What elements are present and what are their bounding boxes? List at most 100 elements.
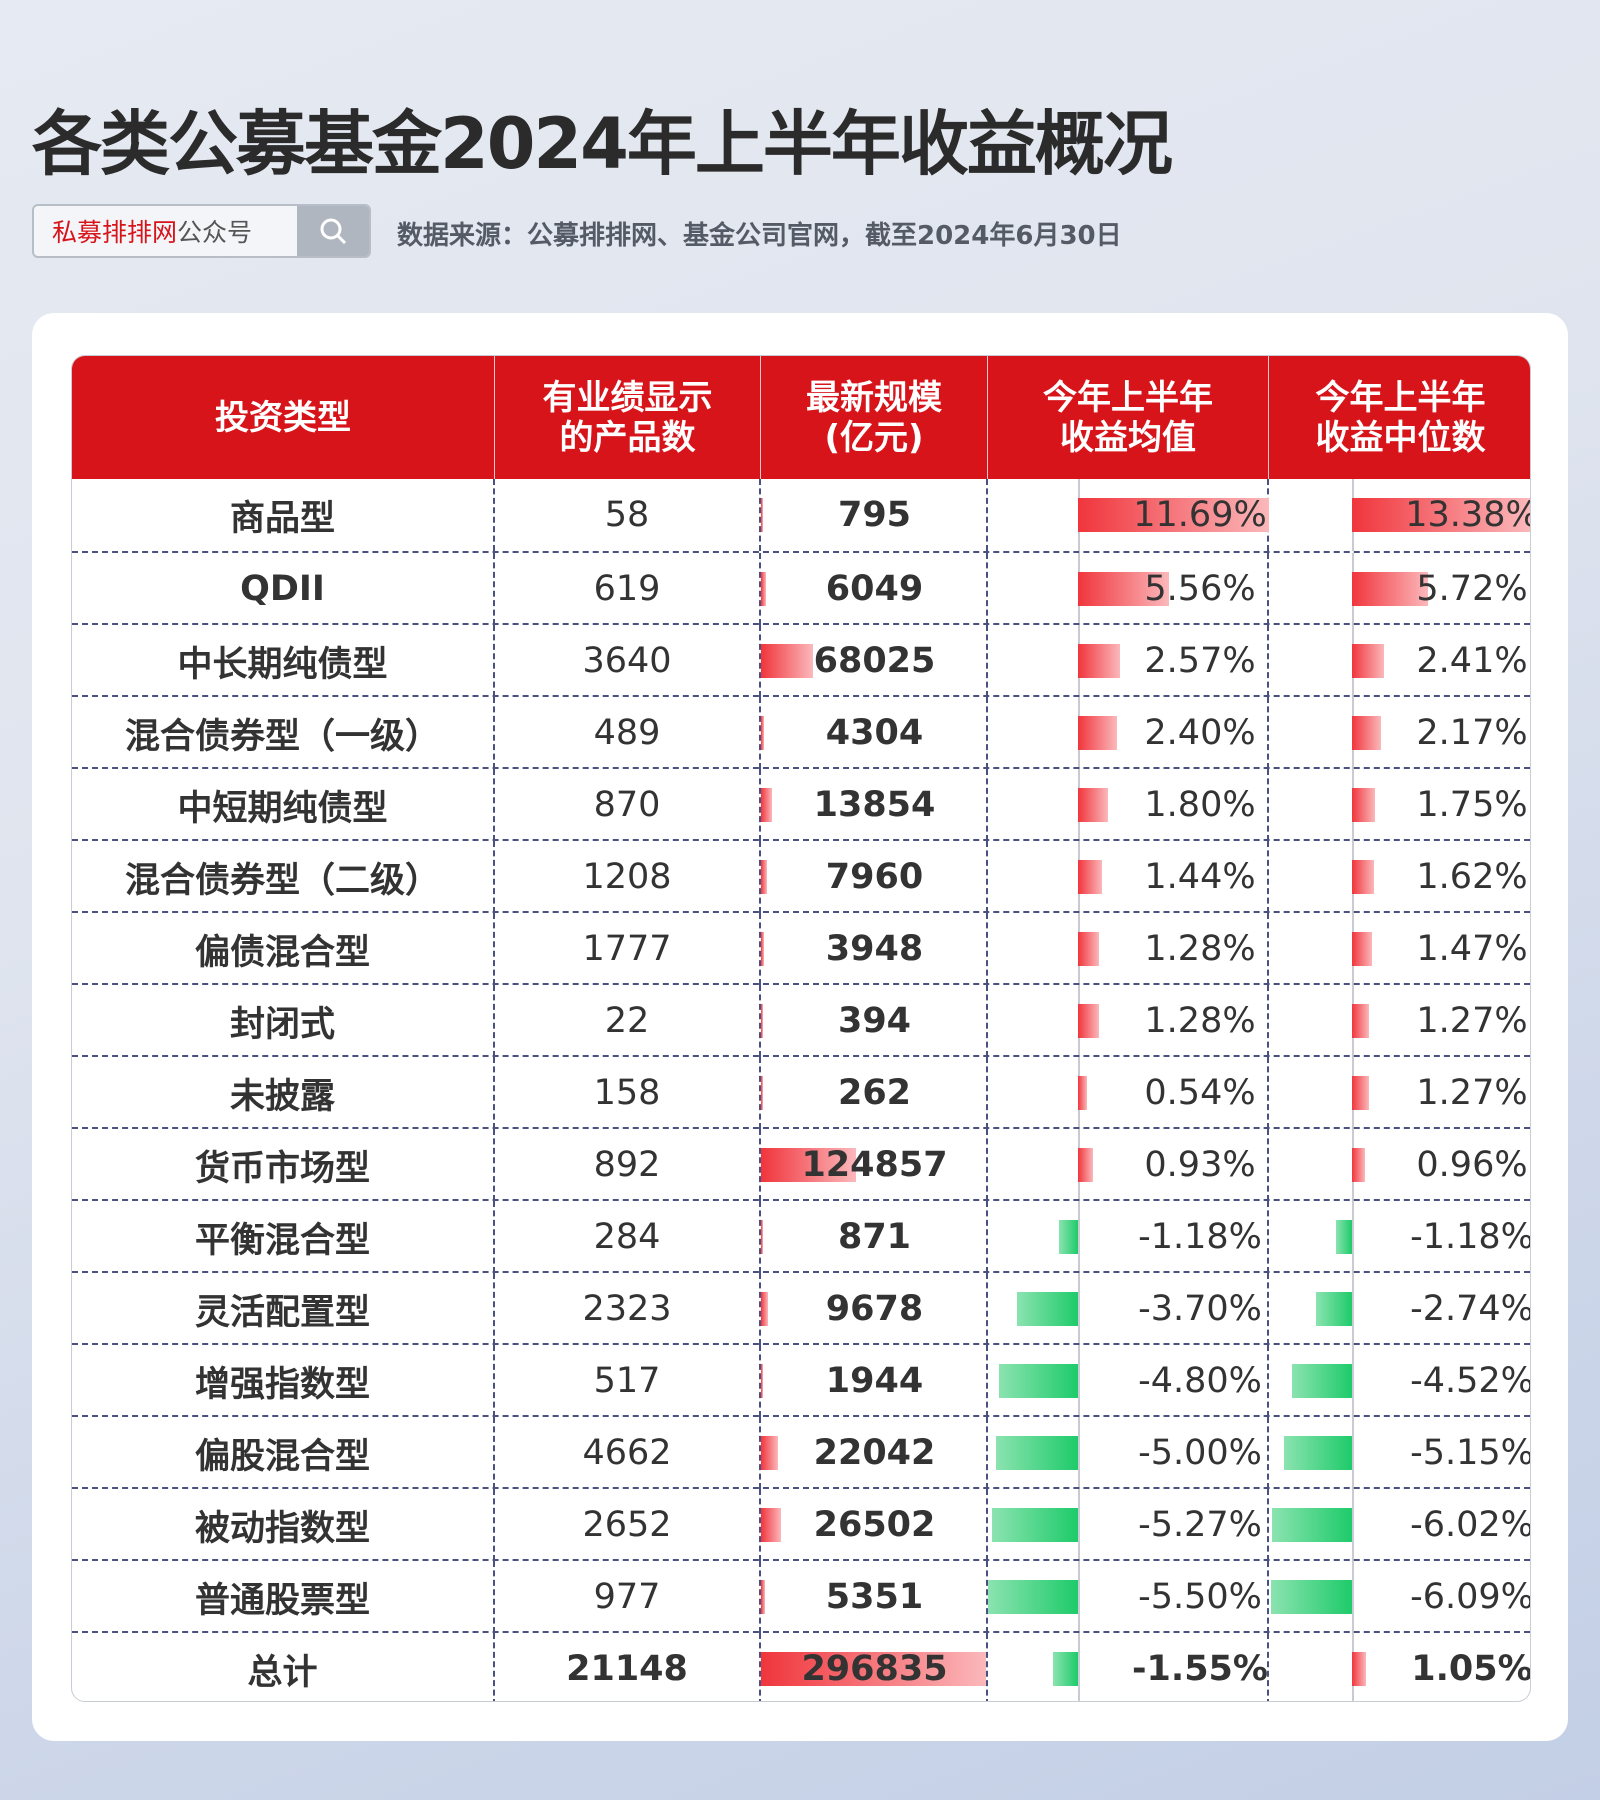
cell-median: 0.96% <box>1416 1145 1528 1185</box>
cell-count: 1208 <box>495 841 761 913</box>
cell-count: 517 <box>495 1345 761 1417</box>
cell-median: 13.38% <box>1405 495 1531 535</box>
scale-bar <box>761 788 772 822</box>
search-input[interactable]: 私募排排网 公众号 <box>34 206 297 256</box>
median-bar <box>1352 1652 1366 1686</box>
cell-type: 未披露 <box>72 1057 495 1129</box>
cell-scale: 262 <box>837 1073 912 1113</box>
scale-bar <box>761 1292 769 1326</box>
table-row: 增强指数型 517 1944 -4.80% -4.52% <box>72 1343 1531 1417</box>
fund-table: 投资类型 有业绩显示 的产品数 最新规模 (亿元) 今年上半年 收益均值 今年上半年 收… <box>71 355 1531 1702</box>
table-row: 封闭式 22 394 1.28% 1.27% <box>72 983 1530 1057</box>
cell-median: 1.27% <box>1416 1073 1528 1113</box>
cell-type: 偏股混合型 <box>72 1417 495 1489</box>
median-bar <box>1315 1292 1352 1326</box>
cell-mean: -5.00% <box>1138 1433 1262 1473</box>
table-row: 货币市场型 892 124857 0.93% 0.96% <box>72 1127 1530 1201</box>
median-bar <box>1352 1076 1369 1110</box>
median-bar <box>1283 1436 1352 1470</box>
cell-scale: 795 <box>837 495 912 535</box>
axis-line <box>1078 1201 1080 1273</box>
cell-scale: 124857 <box>801 1145 948 1185</box>
cell-mean: -3.70% <box>1138 1289 1262 1329</box>
mean-bar <box>1078 498 1269 532</box>
cell-mean: -1.18% <box>1138 1217 1262 1257</box>
mean-bar <box>1078 860 1102 894</box>
cell-type: 商品型 <box>72 479 495 551</box>
search-button[interactable] <box>297 206 369 256</box>
cell-mean: 11.69% <box>1133 495 1267 535</box>
scale-bar <box>761 1580 766 1614</box>
axis-line <box>1078 1345 1080 1417</box>
mean-bar <box>1078 1076 1087 1110</box>
cell-count: 3640 <box>495 625 761 697</box>
mean-bar <box>1078 788 1108 822</box>
median-bar <box>1352 498 1530 532</box>
mean-bar <box>1078 1148 1094 1182</box>
cell-scale: 3948 <box>825 929 924 969</box>
cell-count: 1777 <box>495 913 761 985</box>
cell-type: 混合债券型（一级） <box>72 697 495 769</box>
axis-line <box>1078 1633 1080 1701</box>
scale-bar <box>761 1652 986 1686</box>
scale-bar <box>761 1148 856 1182</box>
cell-type: 货币市场型 <box>72 1129 495 1201</box>
mean-bar <box>1078 932 1099 966</box>
cell-scale: 6049 <box>825 569 924 609</box>
axis-line <box>1352 1273 1354 1345</box>
axis-line <box>1078 1561 1080 1633</box>
cell-mean: -4.80% <box>1138 1361 1262 1401</box>
table-row: 商品型 58 795 11.69% 13.38% <box>72 479 1530 551</box>
cell-count: 158 <box>495 1057 761 1129</box>
scale-bar <box>761 1364 763 1398</box>
table-row: 偏股混合型 4662 22042 -5.00% -5.15% <box>72 1415 1530 1489</box>
cell-mean: 0.93% <box>1144 1145 1256 1185</box>
cell-type: 被动指数型 <box>72 1489 495 1561</box>
mean-bar <box>1017 1292 1078 1326</box>
cell-type: 中短期纯债型 <box>72 769 495 841</box>
cell-mean: 2.40% <box>1144 713 1256 753</box>
header-type: 投资类型 <box>72 356 495 479</box>
cell-median: 5.72% <box>1416 569 1528 609</box>
cell-type: 平衡混合型 <box>72 1201 495 1273</box>
table-row: 偏债混合型 1777 3948 1.28% 1.47% <box>72 911 1530 985</box>
search-box[interactable]: 私募排排网 公众号 <box>32 204 371 258</box>
cell-scale: 5351 <box>825 1577 924 1617</box>
page-title: 各类公募基金2024年上半年收益概况 <box>32 103 1173 185</box>
cell-scale: 68025 <box>813 641 936 681</box>
median-bar <box>1352 1148 1365 1182</box>
cell-scale: 394 <box>837 1001 912 1041</box>
median-bar <box>1352 932 1372 966</box>
cell-median: 1.62% <box>1416 857 1528 897</box>
cell-type: 增强指数型 <box>72 1345 495 1417</box>
scale-bar <box>761 1220 763 1254</box>
scale-bar <box>761 1508 782 1542</box>
table-row: 总计 21148 296835 -1.55% 1.05% <box>72 1631 1531 1701</box>
cell-count: 2323 <box>495 1273 761 1345</box>
cell-median: 1.75% <box>1416 785 1528 825</box>
cell-mean: 5.56% <box>1144 569 1256 609</box>
table-row: 平衡混合型 284 871 -1.18% -1.18% <box>72 1199 1530 1273</box>
cell-type: 灵活配置型 <box>72 1273 495 1345</box>
cell-median: -4.52% <box>1410 1361 1531 1401</box>
cell-scale: 4304 <box>825 713 924 753</box>
median-bar <box>1352 860 1374 894</box>
table-row: 中短期纯债型 870 13854 1.80% 1.75% <box>72 767 1530 841</box>
cell-mean: 1.28% <box>1144 1001 1256 1041</box>
cell-median: 1.05% <box>1411 1649 1531 1689</box>
cell-count: 22 <box>495 985 761 1057</box>
cell-scale: 871 <box>837 1217 912 1257</box>
cell-count: 21148 <box>495 1633 761 1701</box>
cell-count: 977 <box>495 1561 761 1633</box>
cell-count: 2652 <box>495 1489 761 1561</box>
median-bar <box>1271 1508 1352 1542</box>
mean-bar <box>1078 644 1121 678</box>
median-bar <box>1291 1364 1352 1398</box>
cell-type: 偏债混合型 <box>72 913 495 985</box>
axis-line <box>1352 1489 1354 1561</box>
cell-median: -2.74% <box>1410 1289 1531 1329</box>
header-count: 有业绩显示 的产品数 <box>495 356 761 479</box>
cell-count: 4662 <box>495 1417 761 1489</box>
cell-scale: 7960 <box>825 857 924 897</box>
median-bar <box>1271 1580 1352 1614</box>
